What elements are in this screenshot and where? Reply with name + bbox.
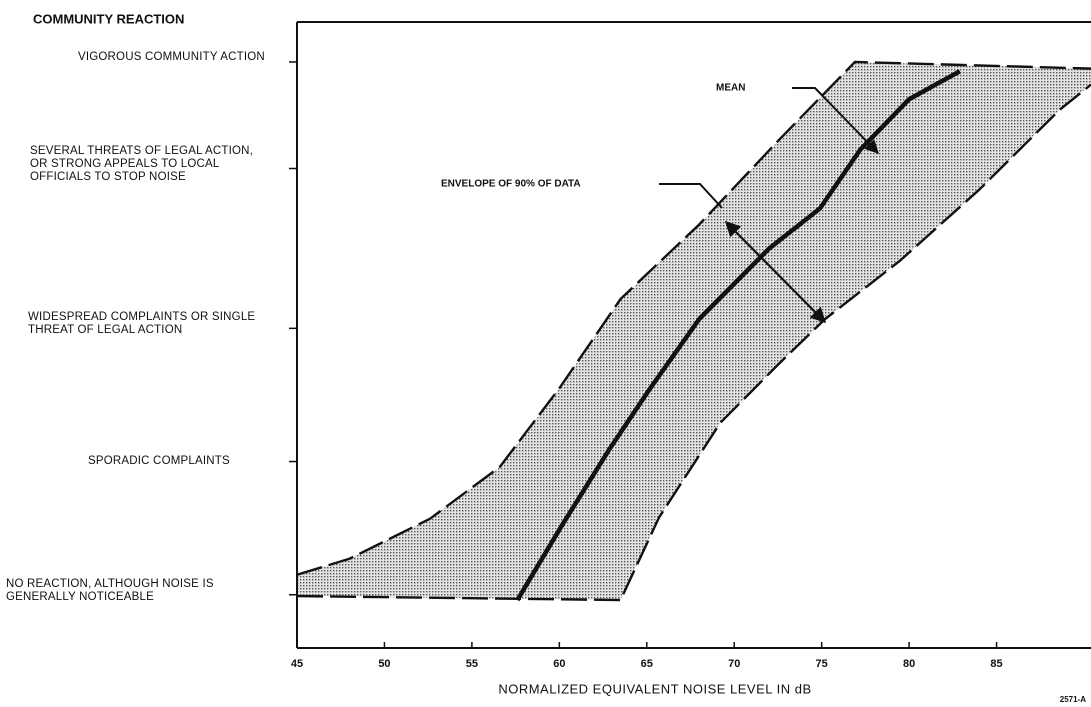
- x-tick-label: 60: [553, 658, 565, 670]
- x-tick-label: 55: [466, 658, 478, 670]
- envelope-band: [297, 61, 1091, 601]
- annotation-leader: [659, 183, 723, 209]
- x-tick-label: 50: [378, 658, 390, 670]
- x-tick-label: 45: [291, 658, 303, 670]
- figure-code: 2571-A: [1060, 695, 1086, 704]
- annotation: ENVELOPE OF 90% OF DATA: [441, 179, 581, 190]
- x-tick-label: 75: [816, 658, 828, 670]
- x-tick-label: 80: [903, 658, 915, 670]
- envelope-line: [296, 60, 1091, 576]
- envelope-line: [296, 83, 1091, 602]
- y-tick-label: SPORADIC COMPLAINTS: [88, 455, 230, 468]
- annotation-arrow: [724, 220, 827, 324]
- y-axis-title: COMMUNITY REACTION: [33, 11, 184, 26]
- y-tick-label: WIDESPREAD COMPLAINTS OR SINGLE THREAT O…: [28, 311, 256, 337]
- x-tick-label: 70: [728, 658, 740, 670]
- x-tick-label: 85: [990, 658, 1002, 670]
- plot-area: [289, 21, 1091, 649]
- y-tick-label: VIGOROUS COMMUNITY ACTION: [78, 51, 265, 64]
- annotation-arrow: [792, 87, 879, 155]
- annotation: MEAN: [716, 83, 745, 94]
- x-axis-title: NORMALIZED EQUIVALENT NOISE LEVEL IN dB: [498, 681, 811, 696]
- y-tick-label: NO REACTION, ALTHOUGH NOISE IS GENERALLY…: [6, 577, 214, 603]
- y-tick-label: SEVERAL THREATS OF LEGAL ACTION, OR STRO…: [30, 145, 254, 183]
- x-tick-label: 65: [641, 658, 653, 670]
